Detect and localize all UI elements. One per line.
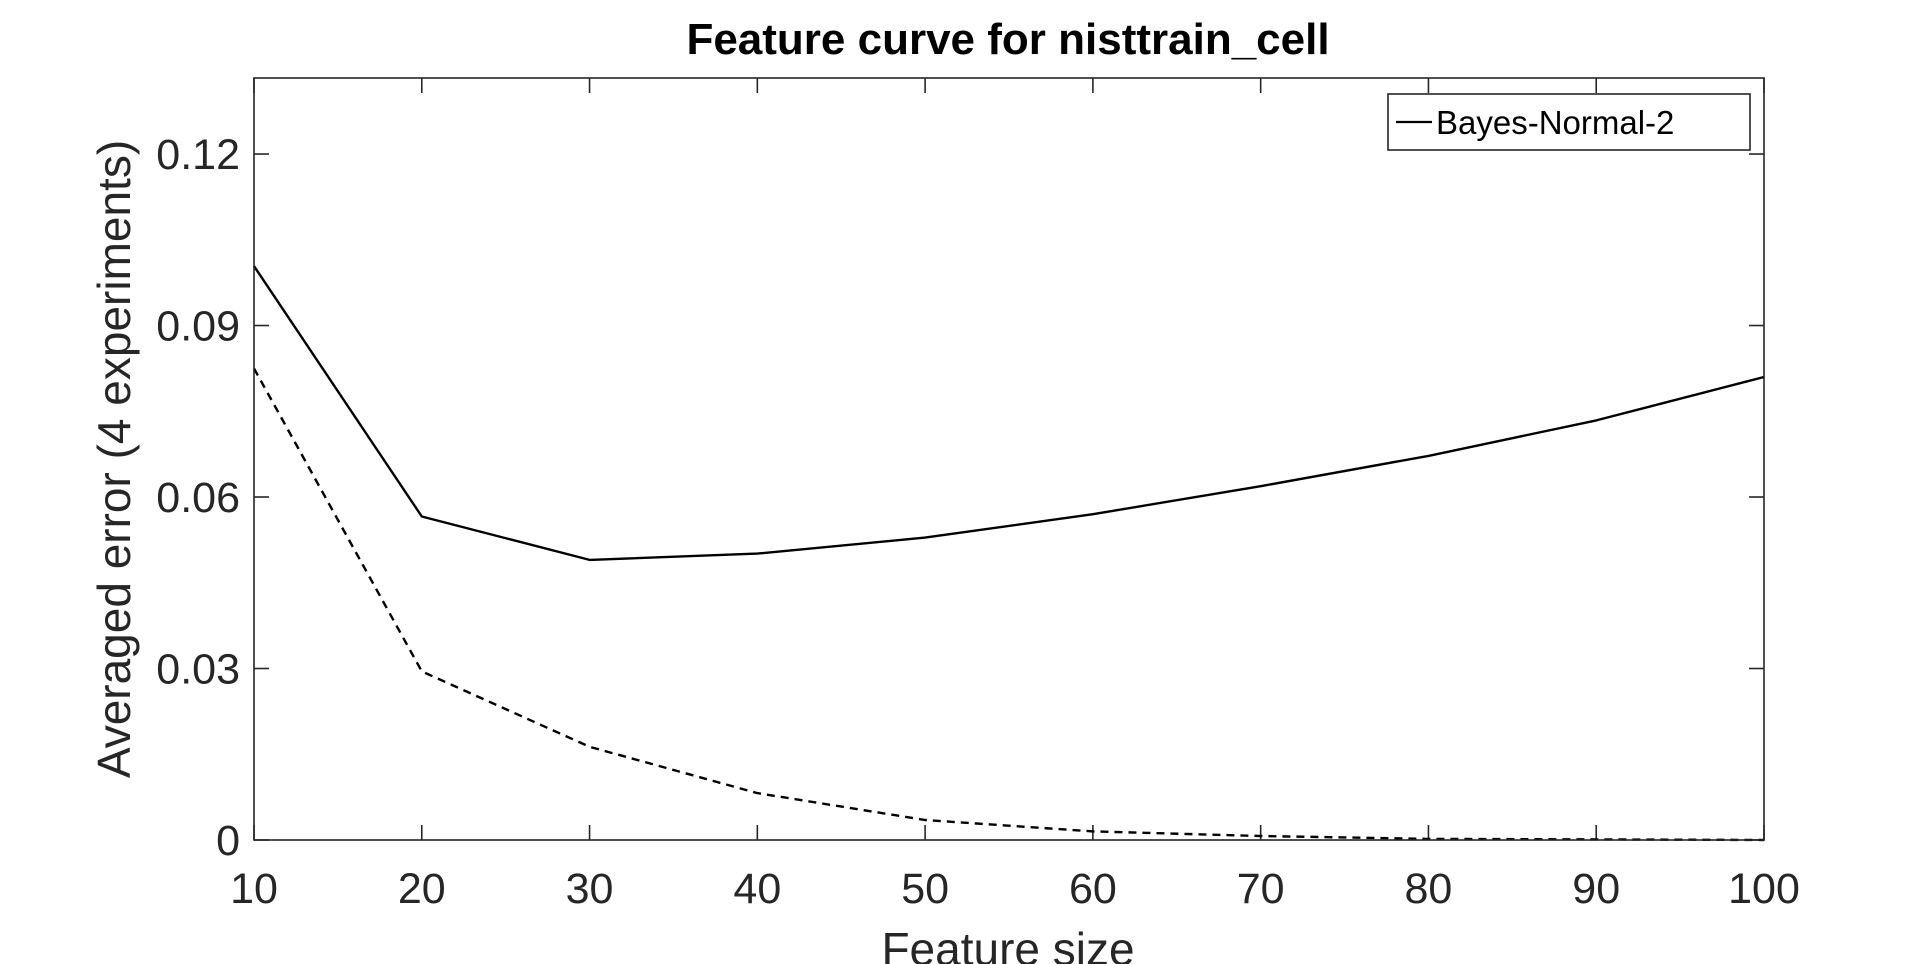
series-layer bbox=[252, 265, 1765, 842]
legend-box bbox=[1387, 93, 1751, 151]
series-dashed-line bbox=[252, 367, 1765, 842]
x-axis-label: Feature size bbox=[881, 923, 1134, 964]
chart-title: Feature curve for nisttrain_cell bbox=[686, 15, 1329, 64]
x-tick-label: 60 bbox=[1069, 865, 1117, 913]
y-axis-ticks: 0 0.03 0.06 0.09 0.12 bbox=[156, 131, 1764, 865]
y-tick-label: 0.12 bbox=[156, 131, 240, 179]
x-tick-label: 50 bbox=[901, 865, 949, 913]
legend: Bayes-Normal-2 bbox=[1387, 93, 1751, 151]
y-tick-label: 0.09 bbox=[156, 303, 240, 351]
x-tick-label: 100 bbox=[1728, 865, 1800, 913]
x-tick-label: 30 bbox=[566, 865, 614, 913]
x-tick-label: 70 bbox=[1237, 865, 1285, 913]
x-tick-label: 10 bbox=[230, 865, 278, 913]
legend-entry-bayes-normal-2: Bayes-Normal-2 bbox=[1436, 104, 1674, 141]
series-line-bayes-normal-2 bbox=[253, 265, 1765, 562]
axes-box bbox=[253, 77, 1765, 841]
y-tick-label: 0.03 bbox=[156, 646, 240, 694]
y-tick-label: 0 bbox=[216, 817, 240, 865]
x-tick-label: 20 bbox=[398, 865, 446, 913]
x-tick-label: 80 bbox=[1405, 865, 1453, 913]
y-tick-label: 0.06 bbox=[156, 474, 240, 522]
x-tick-label: 40 bbox=[733, 865, 781, 913]
y-axis-label: Averaged error (4 experiments) bbox=[88, 140, 140, 778]
x-axis-ticks: 10 20 30 40 50 60 70 80 90 100 bbox=[230, 78, 1800, 913]
x-tick-label: 90 bbox=[1572, 865, 1620, 913]
